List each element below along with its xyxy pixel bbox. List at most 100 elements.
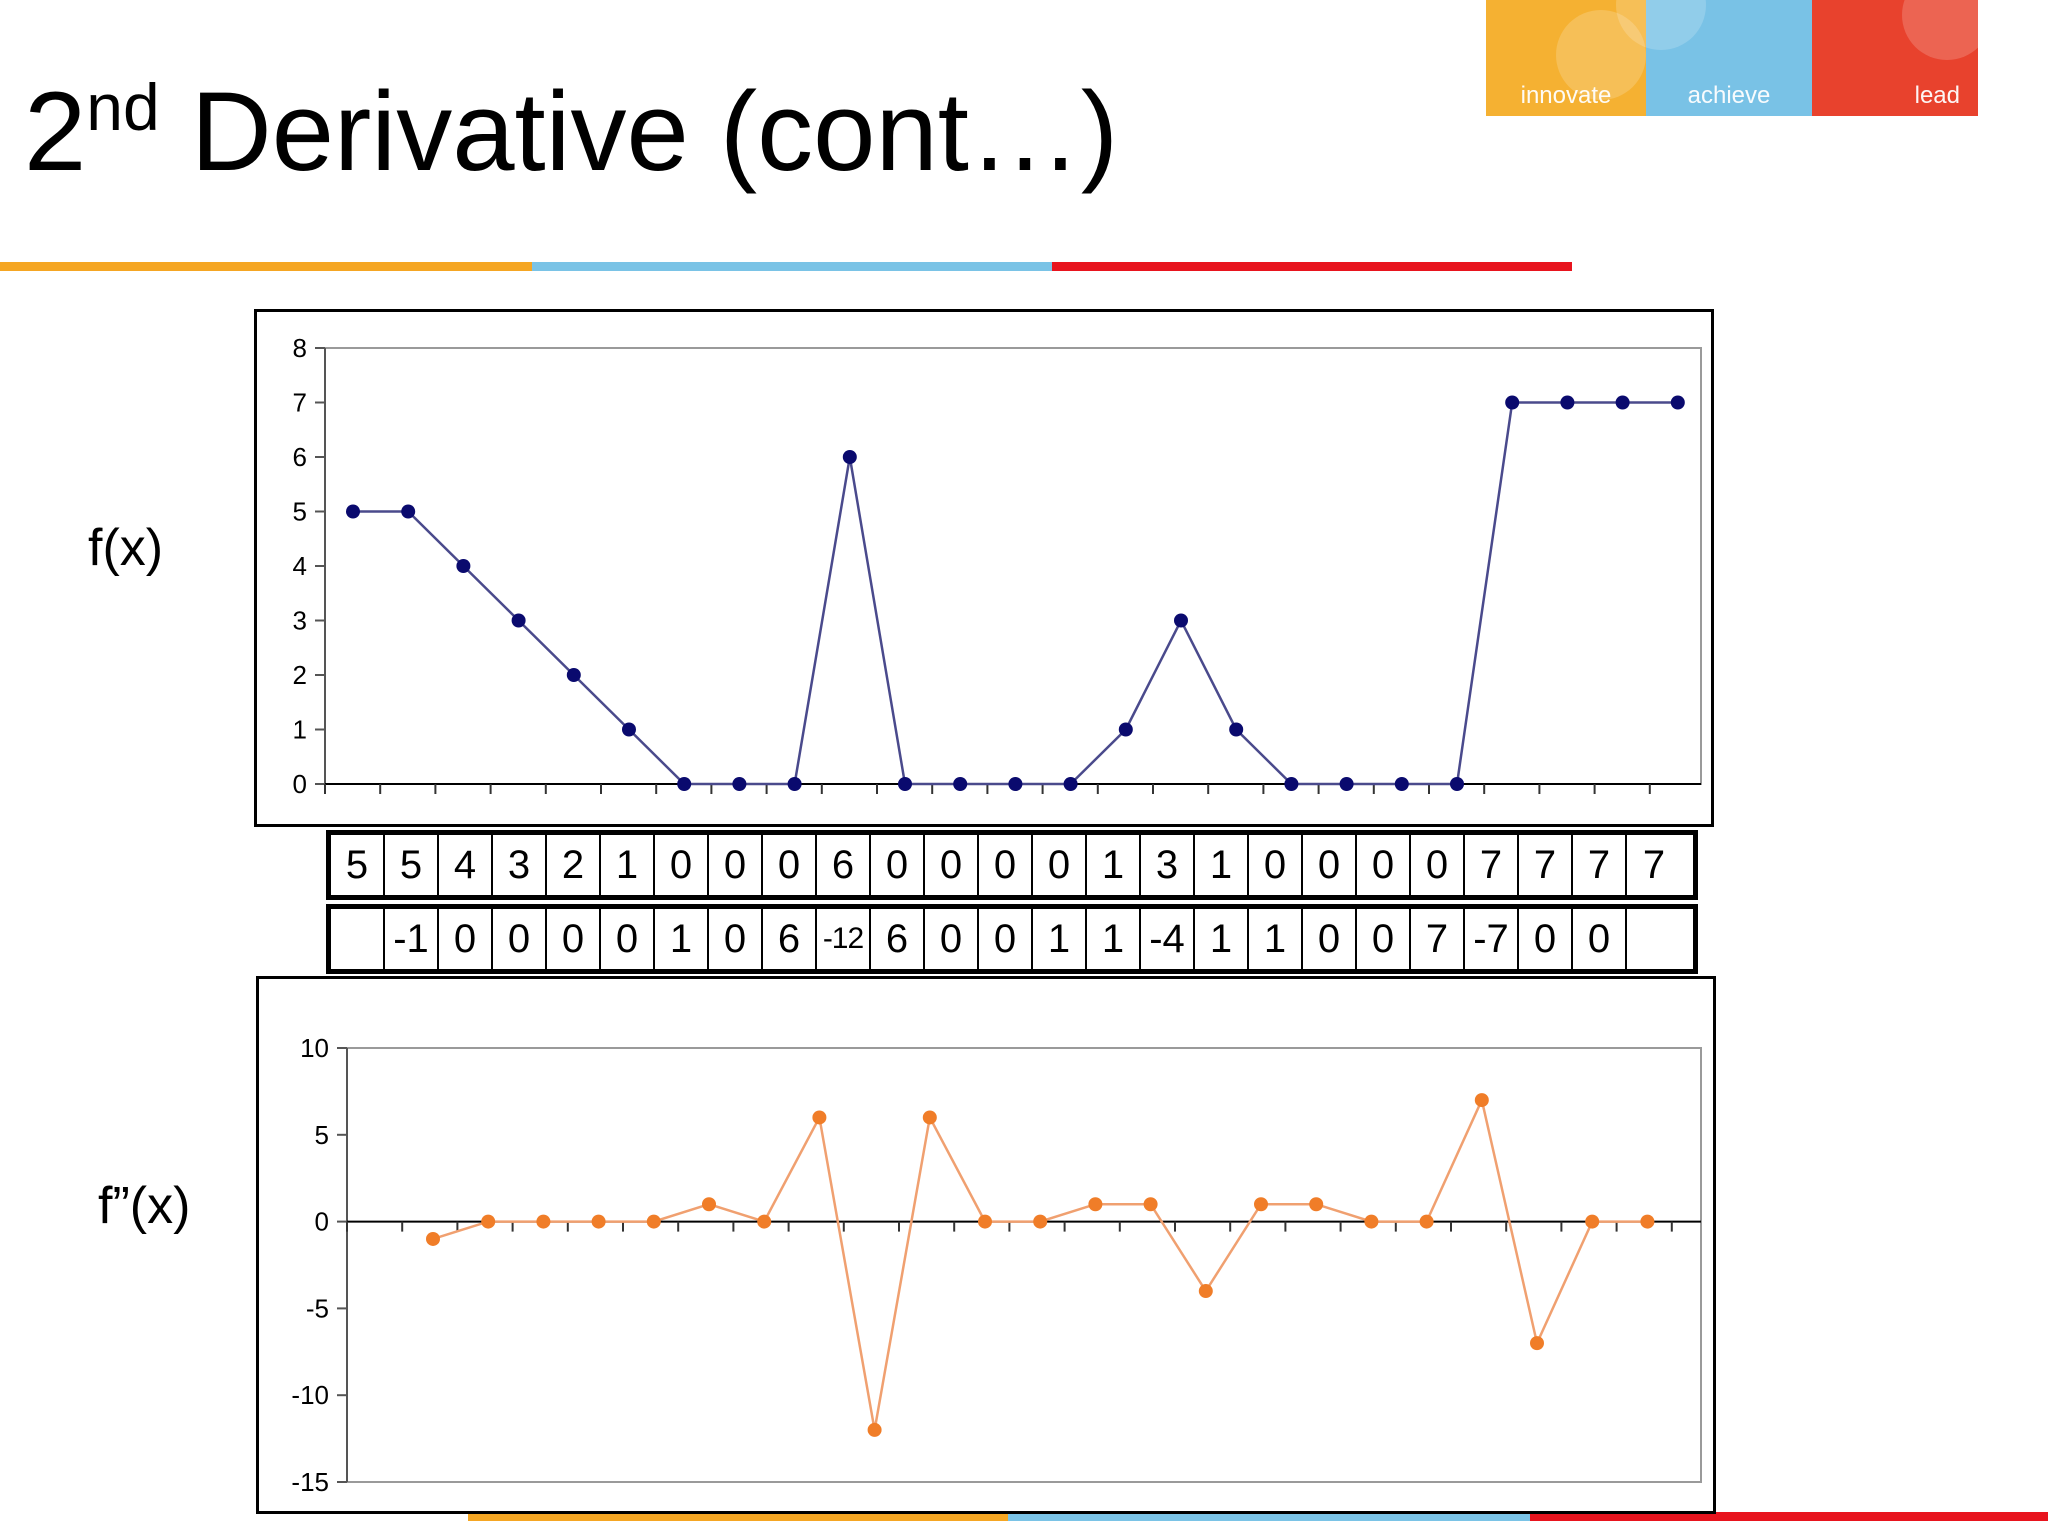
fx-data-point — [732, 777, 747, 791]
fx-y-tick-label: 1 — [293, 715, 307, 745]
accent-bar-bottom-orange — [468, 1512, 1008, 1521]
title-base: 2 — [24, 69, 87, 194]
fx-label: f(x) — [88, 519, 164, 577]
f2-y-tick-label: -10 — [291, 1380, 329, 1410]
fx-data-point — [456, 559, 471, 573]
f2-series-line — [432, 1096, 1648, 1431]
f2-data-point — [1640, 1214, 1655, 1229]
accent-bar-top-orange — [0, 262, 532, 271]
fx-value-cell: 3 — [493, 835, 547, 895]
fx-data-point — [898, 777, 912, 791]
brand-logo: innovate achieve lead — [1486, 0, 1978, 116]
f2x-label: f”(x) — [98, 1177, 191, 1235]
f2-value-cell: 6 — [871, 909, 925, 969]
f2-data-point — [922, 1110, 937, 1125]
f2x-chart: -15 -10 -5 0 5 10 — [291, 1033, 1702, 1497]
logo-word-achieve: achieve — [1687, 82, 1771, 109]
fx-data-point — [1505, 395, 1520, 410]
fx-value-cell: 7 — [1642, 842, 1666, 887]
f2-value-cell: -1 — [385, 909, 439, 969]
f2-value-cell: 0 — [493, 909, 547, 969]
fx-data-point — [1450, 777, 1464, 791]
f2-value-cell — [331, 909, 385, 969]
f2-data-point — [1198, 1284, 1213, 1299]
fx-value-cell: 0 — [1249, 835, 1303, 895]
fx-y-tick-label: 3 — [293, 606, 307, 636]
f2-value-cell: 0 — [1303, 909, 1357, 969]
f2-value-cell: 0 — [601, 909, 655, 969]
fx-data-point — [1229, 722, 1244, 737]
title-superscript: nd — [86, 70, 160, 144]
fx-data-point — [1670, 395, 1685, 410]
fx-value-cell: 1 — [601, 835, 655, 895]
f2-data-point — [426, 1231, 440, 1246]
f2-values-row: -1 0 0 0 0 1 0 6 -12 6 0 0 1 1 -4 1 1 0 0 7 -7 0 0 — [326, 904, 1698, 974]
f2-data-point — [702, 1197, 716, 1212]
f2-value-cell: 0 — [979, 909, 1033, 969]
logo-segment-lead: lead — [1812, 0, 1978, 116]
f2x-chart-panel: -15 -10 -5 0 5 10 — [256, 976, 1716, 1514]
logo-word-innovate: innovate — [1520, 82, 1612, 109]
fx-value-cell: 7 — [1519, 835, 1573, 895]
f2-value-cell: 7 — [1411, 909, 1465, 969]
fx-series-line — [353, 401, 1678, 786]
fx-data-point — [787, 777, 802, 791]
fx-data-point — [511, 613, 526, 628]
f2-data-point — [1088, 1197, 1103, 1212]
fx-value-cell: 0 — [1033, 835, 1087, 895]
logo-decoration — [1556, 10, 1646, 100]
fx-value-cell: 0 — [1303, 835, 1357, 895]
f2-plot-frame — [346, 1047, 1702, 1483]
accent-bar-bottom-blue — [1008, 1512, 1530, 1521]
fx-data-point — [1339, 777, 1354, 791]
fx-value-cell: 5 — [331, 835, 385, 895]
fx-data-point — [622, 722, 636, 737]
fx-value-cell: 0 — [925, 835, 979, 895]
f2-y-tick-label: 5 — [315, 1120, 329, 1150]
f2-value-cell — [1627, 909, 1681, 969]
fx-value-cell: 1 — [1195, 835, 1249, 895]
logo-segment-achieve: achieve — [1616, 0, 1812, 116]
f2-value-cell: -4 — [1141, 909, 1195, 969]
fx-data-point — [1394, 777, 1409, 791]
f2-value-cell: 0 — [709, 909, 763, 969]
logo-segment-innovate: innovate — [1486, 0, 1646, 116]
fx-data-point — [677, 777, 692, 791]
accent-bar-top-blue — [532, 262, 1052, 271]
f2-value-cell: 1 — [1249, 909, 1303, 969]
f2-y-tick-label: -15 — [291, 1467, 329, 1497]
f2-value-cell: 1 — [1033, 909, 1087, 969]
accent-bar-top-red — [1052, 262, 1572, 271]
f2-value-cell: 0 — [1519, 909, 1573, 969]
fx-y-tick-label: 8 — [293, 333, 307, 363]
fx-y-tick-label: 5 — [293, 497, 307, 527]
accent-bar-bottom-red — [1530, 1512, 2048, 1521]
fx-plot-frame — [324, 347, 1702, 785]
fx-data-point — [1560, 395, 1575, 410]
f2-value-cell: -12 — [817, 909, 871, 969]
fx-value-cell: 0 — [979, 835, 1033, 895]
f2-value-cell: 0 — [547, 909, 601, 969]
f2-data-point — [1254, 1197, 1268, 1212]
f2-data-point — [1585, 1214, 1600, 1229]
fx-data-point — [346, 504, 360, 519]
f2-value-cell: 0 — [1573, 909, 1627, 969]
f2-y-tick-label: 10 — [300, 1033, 329, 1063]
fx-value-cell: 6 — [817, 835, 871, 895]
fx-data-point — [1008, 777, 1023, 791]
fx-data-point — [1284, 777, 1299, 791]
fx-data-point — [566, 668, 581, 682]
f2-data-point — [1474, 1093, 1489, 1108]
f2-data-point — [646, 1214, 661, 1229]
fx-chart: 0 1 2 3 4 5 6 7 8 — [293, 333, 1702, 799]
fx-y-tick-label: 7 — [293, 388, 307, 418]
fx-value-cell: 4 — [439, 835, 493, 895]
f2-value-cell: 1 — [1087, 909, 1141, 969]
f2-data-point — [1364, 1214, 1379, 1229]
f2-data-point — [536, 1214, 551, 1229]
fx-value-cell: 0 — [655, 835, 709, 895]
fx-data-point — [1118, 722, 1133, 737]
fx-value-cell: 0 — [709, 835, 763, 895]
f2-data-point — [1143, 1197, 1158, 1212]
